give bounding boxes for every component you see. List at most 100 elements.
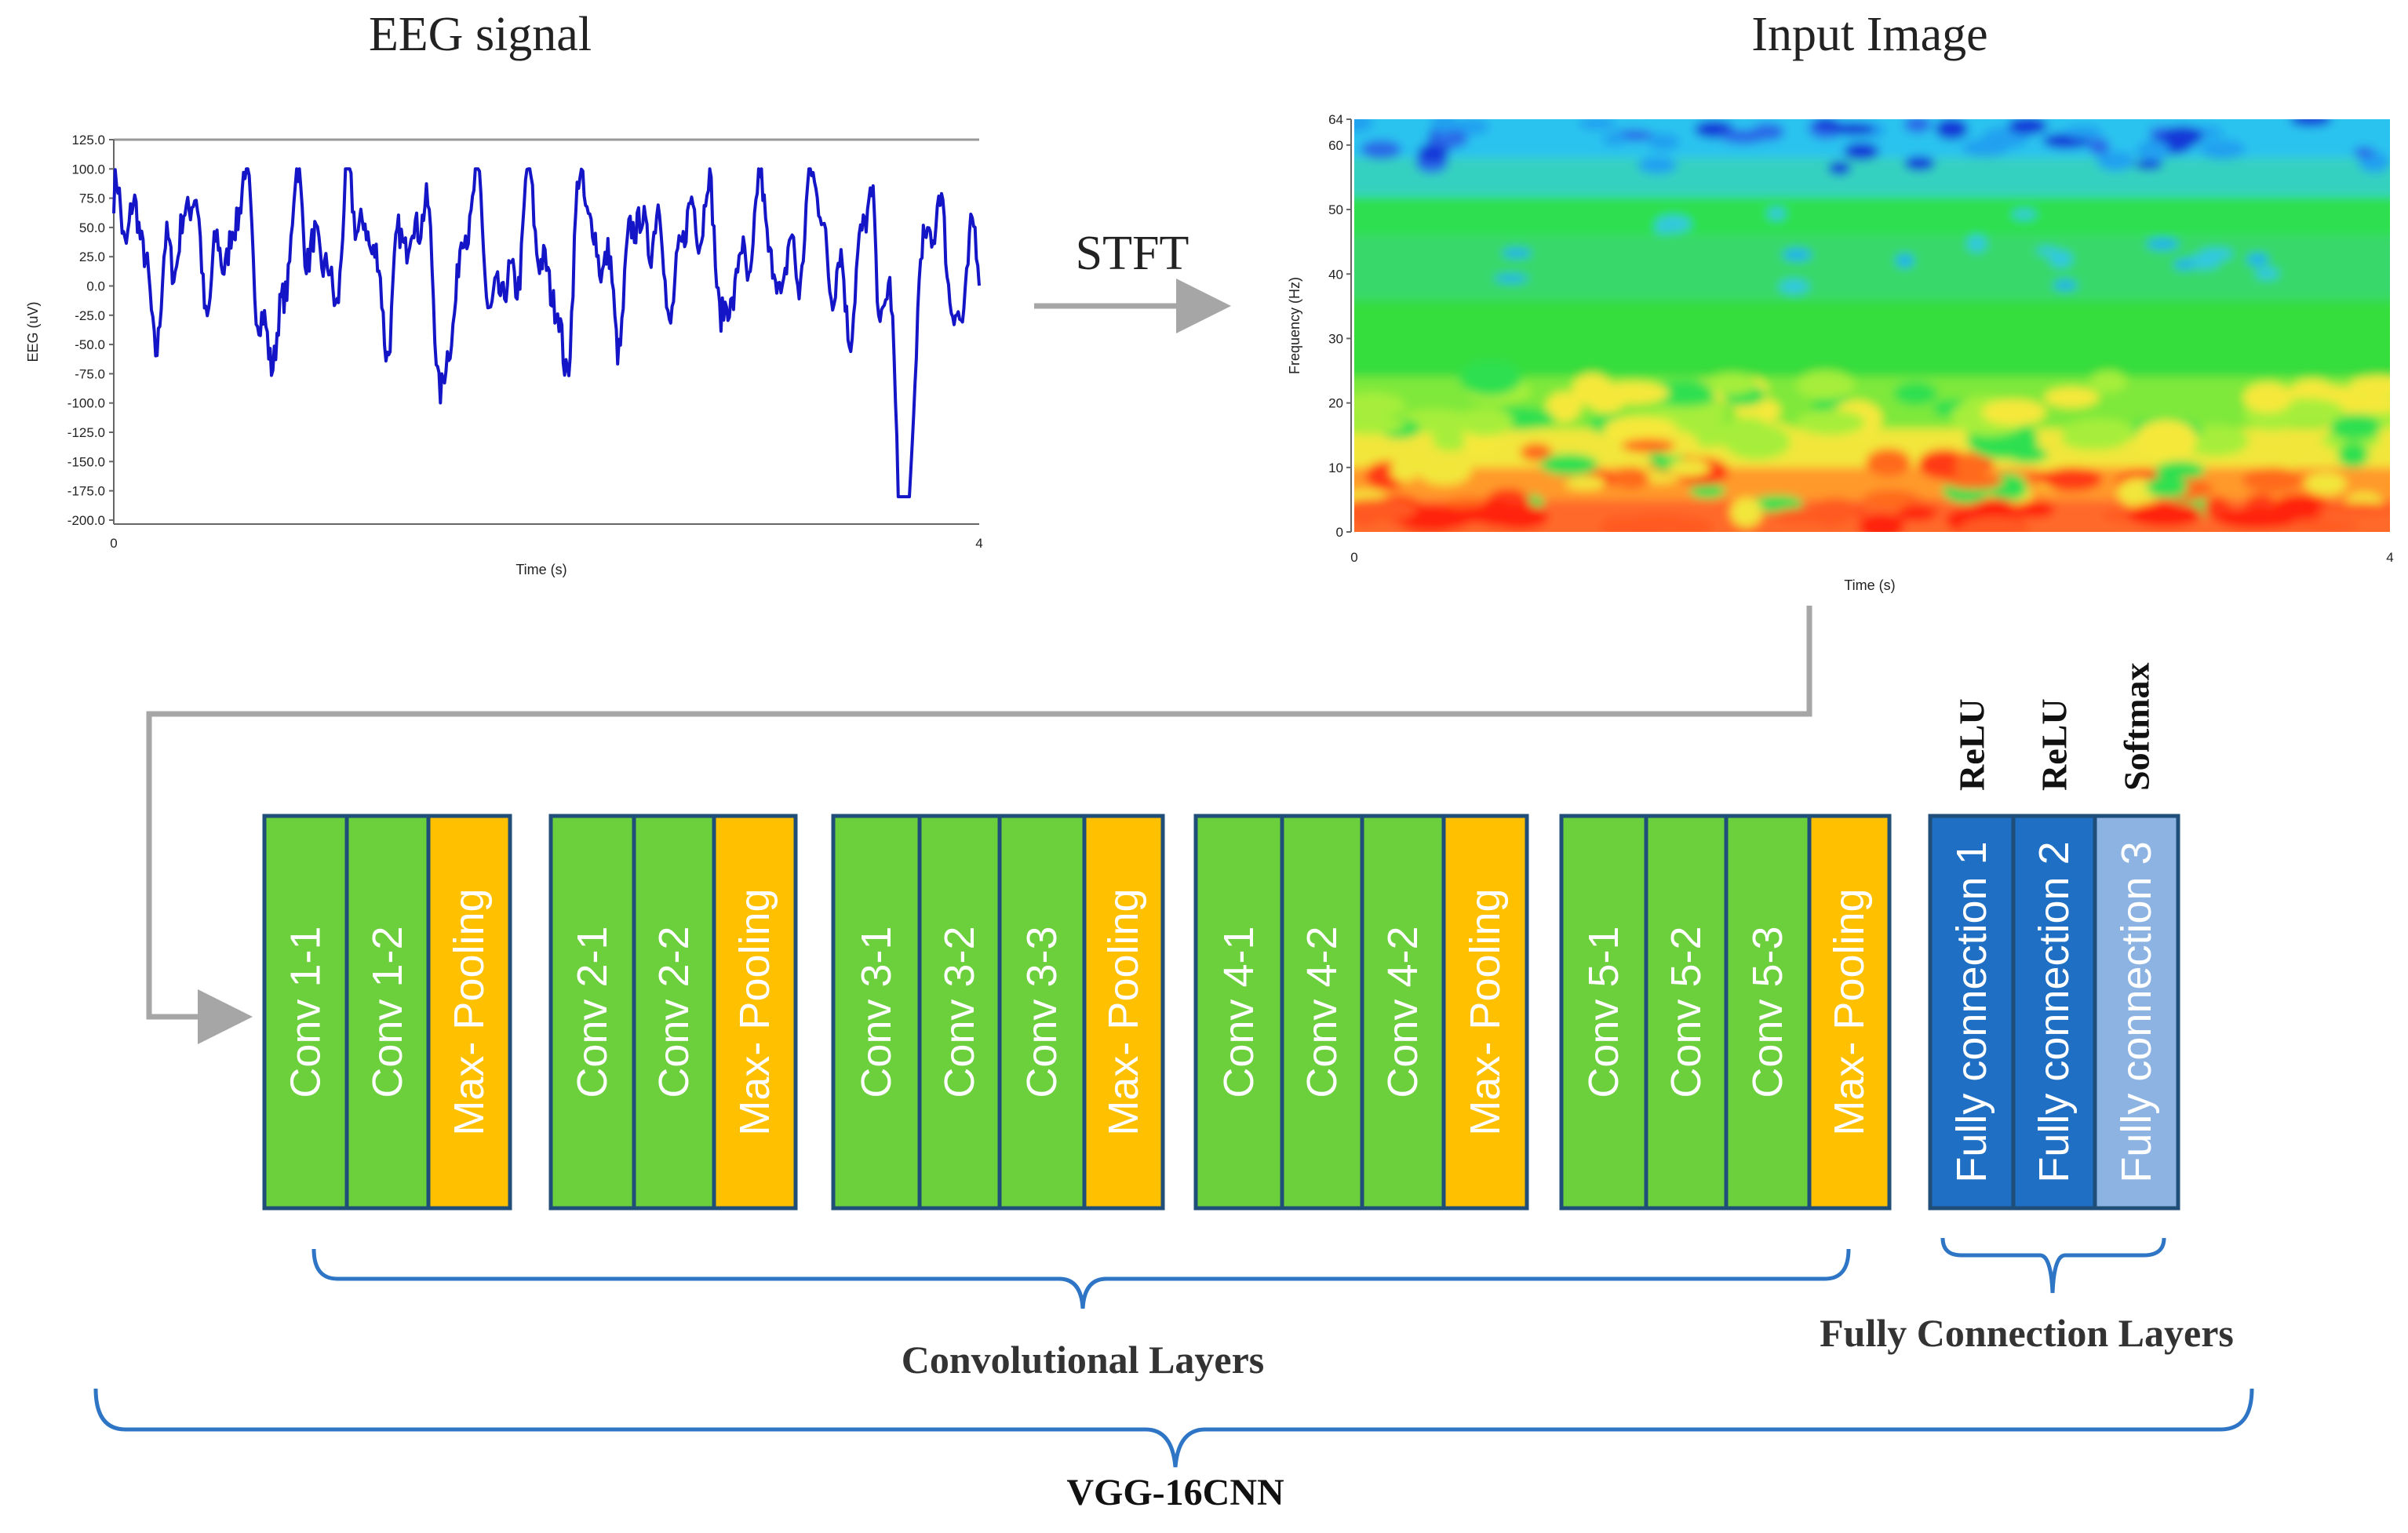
vgg-label: VGG-16CNN [1066, 1472, 1284, 1513]
max-pooling-block [1807, 814, 1892, 1211]
max-pooling-block [712, 814, 798, 1211]
spectrogram-blob [1646, 380, 1721, 407]
spectrogram-blob [2089, 370, 2128, 393]
spectrogram-blob [2027, 470, 2078, 484]
spectrogram-blob [1893, 381, 1938, 406]
spectrogram-blob [1431, 119, 1457, 133]
spectrogram-blob [1361, 140, 1402, 160]
spectrogram-blob [1782, 249, 1812, 261]
eeg-y-tick-label: -75.0 [75, 366, 105, 381]
spectrogram-blob [2215, 508, 2297, 529]
spectrogram-blob [1540, 453, 1598, 476]
max-pooling-block [1441, 814, 1529, 1211]
conv-block [262, 814, 349, 1211]
conv-block [1193, 814, 1284, 1211]
spectrogram-blob [2246, 253, 2269, 266]
spectrogram-blob [2290, 119, 2333, 127]
spectrogram-blob [1935, 119, 1969, 140]
layer-label: Max- Pooling [1462, 888, 1509, 1135]
spectrogram-blob [1827, 161, 1852, 176]
spectrogram-blob [2208, 250, 2232, 260]
eeg-x-tick-4: 4 [975, 536, 982, 551]
spectrogram-blob [2006, 446, 2048, 464]
fully-connection-blocks: Fully connection 1 ReLU Fully connection 2… [1928, 662, 2180, 1211]
spec-y-tick-label: 30 [1328, 331, 1343, 346]
fc-layer-label: Fully connection 3 [2113, 841, 2160, 1182]
spectrogram-blob [1638, 157, 1678, 174]
vgg-brace [93, 1388, 2254, 1468]
activation-label: ReLU [1952, 698, 1992, 791]
spec-x-tick-4: 4 [2386, 550, 2393, 565]
spectrogram-band [1354, 158, 2390, 197]
eeg-y-label: EEG (uV) [25, 301, 41, 362]
layer-label: Conv 5-1 [1580, 926, 1627, 1098]
layer-label: Conv 2-1 [569, 926, 616, 1098]
spectrogram-blob [2097, 151, 2136, 172]
spectrogram-blob [1858, 512, 1905, 532]
spectrogram-blob [1354, 416, 1405, 435]
spectrogram-blob [1354, 119, 1374, 133]
spectrogram-blob [2053, 279, 2078, 290]
eeg-x-label: Time (s) [515, 562, 566, 577]
spec-x-tick-0: 0 [1350, 550, 1357, 565]
spectrogram-blob [2060, 428, 2129, 450]
spectrogram-blob [1597, 381, 1669, 405]
spec-y-tick-label: 0 [1336, 525, 1343, 540]
spectrogram-blob [1452, 119, 1490, 136]
spectrogram-blob [1795, 410, 1866, 435]
layer-label: Max- Pooling [731, 888, 778, 1135]
spectrogram-blob [1966, 235, 1987, 253]
eeg-y-tick-label: -150.0 [67, 454, 105, 469]
spectrogram-blob [2146, 475, 2188, 498]
spectrogram-blob [2146, 238, 2179, 250]
spectrogram-blob [2293, 519, 2360, 532]
spectrogram-blob [1831, 122, 1875, 136]
conv-layers-brace [311, 1248, 1851, 1309]
spectrogram-plot: 64 60 50 40 30 20 10 0 0 4 Time (s) Frequency (… [1287, 112, 2394, 593]
spectrogram-blob [2173, 259, 2195, 270]
spectrogram-blob [1954, 452, 1987, 479]
spectrogram-blob [1962, 138, 2009, 158]
spec-y-tick-label: 64 [1328, 112, 1343, 127]
layer-label: Max- Pooling [446, 888, 493, 1135]
spectrogram-blob [1648, 133, 1680, 151]
spectrogram-blob [1767, 207, 1786, 220]
spec-y-label: Frequency (Hz) [1287, 277, 1302, 374]
eeg-y-tick-label: -200.0 [67, 513, 105, 528]
layer-label: Conv 1-1 [282, 926, 330, 1098]
spectrogram-blob [2242, 382, 2293, 413]
spectrogram-blob [1416, 144, 1449, 163]
spectrogram-blob [1689, 483, 1725, 499]
conv-block [548, 814, 636, 1211]
eeg-y-ticks: 125.0 100.0 75.0 50.0 25.0 0.0 -25.0 -50.0 -75.0… [67, 133, 114, 528]
spectrogram-blob [2162, 126, 2204, 147]
spectrogram-blob [1944, 473, 2004, 490]
layer-label: Conv 3-1 [853, 926, 900, 1098]
fc-layers-brace [1940, 1237, 2166, 1294]
eeg-y-tick-label: 0.0 [86, 279, 105, 294]
spectrogram-blob [1810, 507, 1849, 527]
layer-label: Conv 4-1 [1215, 926, 1262, 1098]
spectrogram-blob [1494, 274, 1528, 283]
eeg-y-tick-label: 75.0 [79, 191, 105, 206]
spectrogram-blob [2348, 375, 2390, 397]
spectrogram-blob [2128, 501, 2202, 527]
max-pooling-block [426, 814, 512, 1211]
spectrogram-blob [1730, 497, 1763, 528]
conv-block [1559, 814, 1648, 1211]
spectrogram-blob [1457, 407, 1514, 436]
spectrogram-blob [2016, 500, 2055, 519]
spectrogram-blob [2136, 140, 2170, 162]
spectrogram-blob [1668, 459, 1710, 477]
eeg-y-tick-label: 25.0 [79, 249, 105, 264]
eeg-y-tick-label: -25.0 [75, 308, 105, 323]
spectrogram-blob [1390, 458, 1419, 482]
spectrogram-blob [2242, 467, 2304, 493]
spectrogram-blob [1626, 513, 1692, 527]
layer-label: Conv 3-2 [936, 926, 983, 1098]
eeg-y-tick-label: -175.0 [67, 484, 105, 499]
spectrogram-band [1354, 235, 2390, 300]
spectrogram-title: Input Image [1751, 8, 1987, 61]
spectrogram-blob [1959, 516, 2031, 532]
spectrogram-blob [1578, 119, 1616, 130]
